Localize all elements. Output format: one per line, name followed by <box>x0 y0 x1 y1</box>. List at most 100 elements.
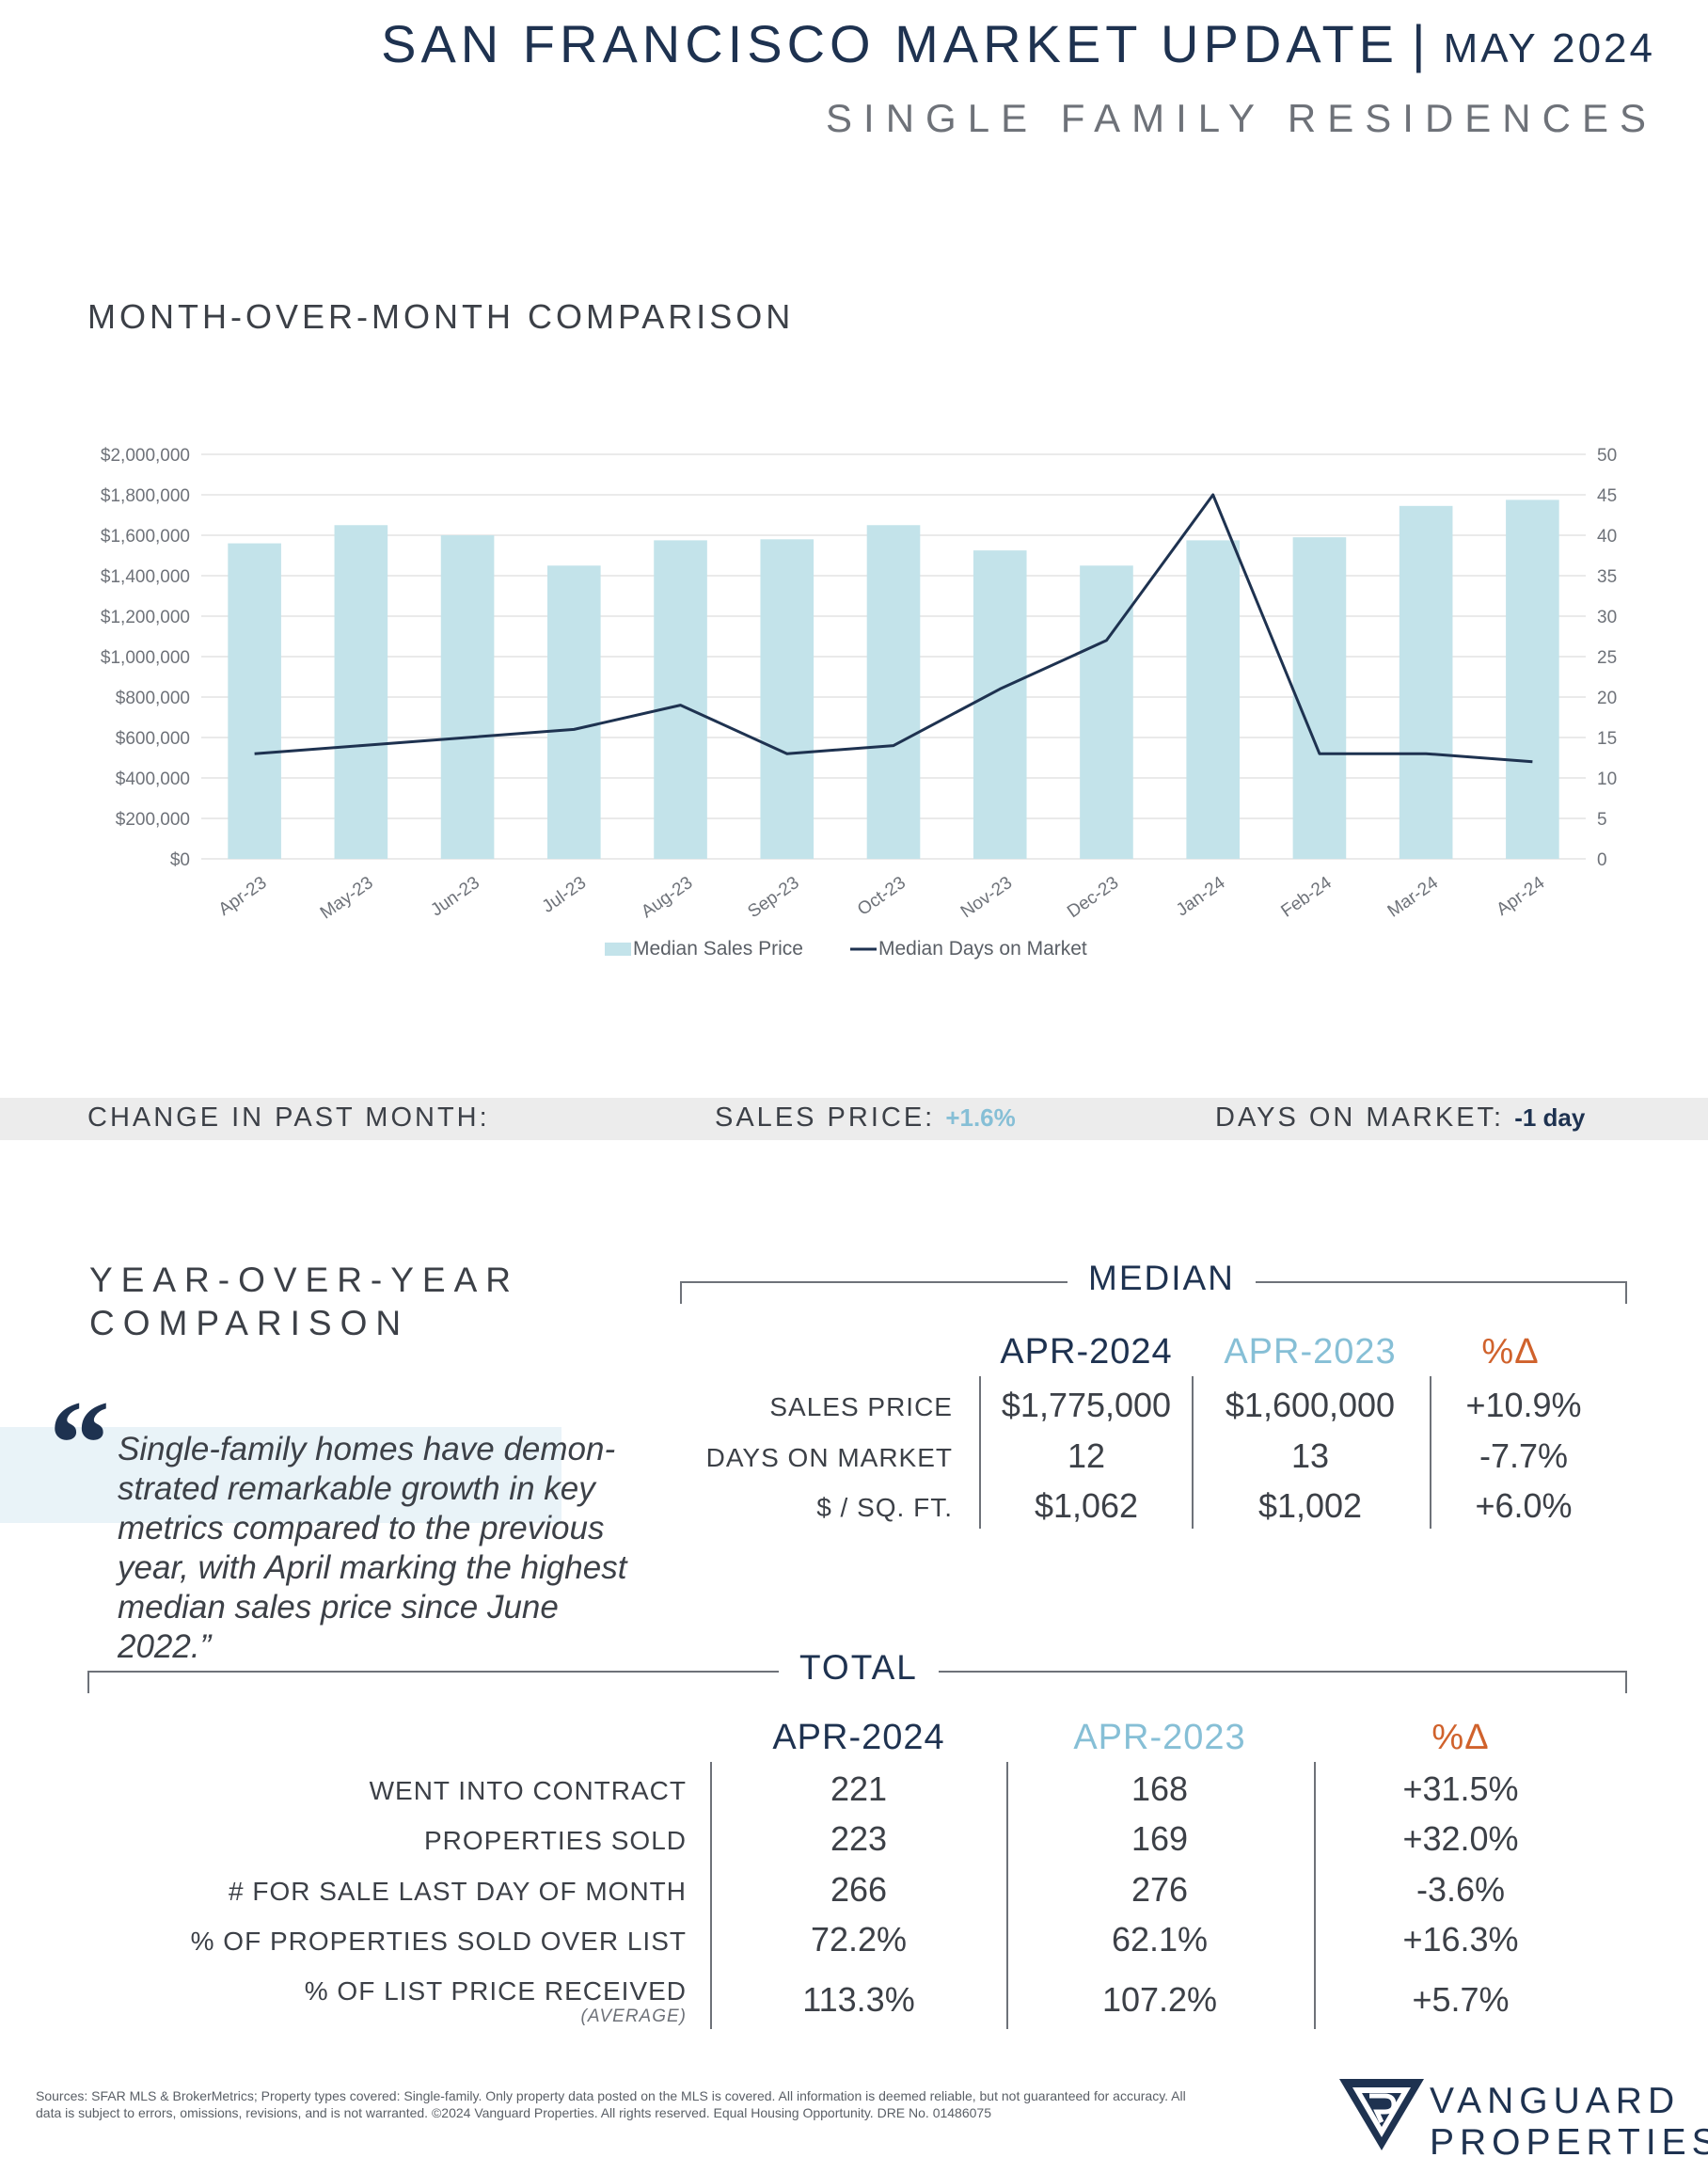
y-left-tick-label: $400,000 <box>116 769 190 789</box>
total-cell: 113.3% <box>802 1980 915 2019</box>
median-cell: $1,600,000 <box>1225 1386 1396 1424</box>
y-left-tick-label: $800,000 <box>116 689 190 708</box>
y-left-tick-label: $200,000 <box>116 810 190 830</box>
mom-heading: MONTH-OVER-MONTH COMPARISON <box>87 297 795 336</box>
median-divider-1 <box>979 1376 981 1529</box>
bar-median-sales-price <box>760 539 814 859</box>
y-right-tick-label: 40 <box>1597 527 1617 547</box>
median-cell: +10.9% <box>1465 1386 1582 1424</box>
total-cell: 107.2% <box>1101 1980 1218 2019</box>
y-right-tick-label: 10 <box>1597 769 1617 789</box>
y-left-tick-label: $600,000 <box>116 729 190 749</box>
total-divider-2 <box>1006 1762 1008 2029</box>
line-median-days-on-market <box>254 493 1533 764</box>
y-right-tick-label: 50 <box>1597 446 1617 466</box>
median-row-label: SALES PRICE <box>769 1392 953 1421</box>
change-in-past-month-bar: CHANGE IN PAST MONTH: SALES PRICE: +1.6%… <box>0 1098 1708 1140</box>
legend-label: Median Sales Price <box>633 938 803 960</box>
median-cell: 12 <box>1067 1436 1106 1475</box>
x-tick-label: Sep-23 <box>744 873 802 922</box>
median-cell: 13 <box>1290 1436 1330 1475</box>
median-divider-2 <box>1192 1376 1194 1529</box>
median-cell: +6.0% <box>1475 1486 1573 1525</box>
total-row-sublabel: (AVERAGE) <box>580 2006 687 2026</box>
change-sales: SALES PRICE: +1.6% <box>715 1102 1016 1134</box>
x-tick-label: Aug-23 <box>638 873 696 922</box>
median-cell: -7.7% <box>1479 1436 1569 1475</box>
bar-median-sales-price <box>1292 537 1347 859</box>
bar-median-sales-price <box>1186 540 1240 859</box>
y-right-tick-label: 15 <box>1597 729 1617 749</box>
total-cell: +31.5% <box>1402 1769 1519 1808</box>
bar-median-sales-price <box>1506 500 1559 859</box>
x-tick-label: Feb-24 <box>1277 873 1336 922</box>
y-right-tick-label: 35 <box>1597 567 1617 587</box>
median-col-2023: APR-2023 <box>1224 1332 1397 1372</box>
median-cell: $1,775,000 <box>1001 1386 1172 1424</box>
y-right-tick-label: 30 <box>1597 608 1617 627</box>
page-subtitle: SINGLE FAMILY RESIDENCES <box>826 96 1657 140</box>
y-left-tick-label: $1,800,000 <box>101 486 190 506</box>
median-col-change: %Δ <box>1481 1332 1540 1372</box>
total-row-label: # FOR SALE LAST DAY OF MONTH <box>229 1877 687 1906</box>
total-divider-3 <box>1314 1762 1316 2029</box>
x-tick-label: Apr-24 <box>1493 873 1548 920</box>
logo-text: VANGUARD PROPERTIES <box>1430 2081 1708 2164</box>
median-title: MEDIAN <box>1068 1259 1256 1298</box>
total-cell: +5.7% <box>1412 1980 1510 2019</box>
change-dom: DAYS ON MARKET: -1 day <box>1215 1102 1585 1134</box>
total-cell: 221 <box>830 1769 888 1808</box>
quote-mark-icon: “ <box>49 1376 110 1512</box>
total-cell: 266 <box>830 1870 888 1909</box>
y-right-tick-label: 0 <box>1597 850 1607 870</box>
y-right-tick-label: 5 <box>1597 810 1607 830</box>
x-tick-label: Jun-23 <box>427 873 483 921</box>
x-tick-label: Jul-23 <box>539 873 590 917</box>
total-cell: +32.0% <box>1402 1819 1519 1858</box>
quote-background <box>0 1427 561 1523</box>
yoy-heading-line2: COMPARISON <box>89 1304 410 1342</box>
total-row-label: WENT INTO CONTRACT <box>369 1776 687 1805</box>
x-tick-label: May-23 <box>317 873 377 924</box>
total-title: TOTAL <box>779 1648 939 1688</box>
x-tick-label: Mar-24 <box>1384 873 1443 922</box>
total-cell: +16.3% <box>1402 1920 1519 1959</box>
total-cell: 276 <box>1131 1870 1189 1909</box>
y-right-tick-label: 25 <box>1597 648 1617 668</box>
change-label: CHANGE IN PAST MONTH: <box>87 1102 490 1133</box>
y-left-tick-label: $1,600,000 <box>101 527 190 547</box>
bar-median-sales-price <box>866 525 921 859</box>
y-left-tick-label: $1,000,000 <box>101 648 190 668</box>
bar-median-sales-price <box>1080 565 1133 859</box>
y-left-tick-label: $0 <box>170 850 190 870</box>
bar-median-sales-price <box>973 550 1027 859</box>
median-cell: $1,002 <box>1257 1486 1363 1525</box>
title-separator: | <box>1412 14 1431 73</box>
y-left-tick-label: $1,200,000 <box>101 608 190 627</box>
bar-median-sales-price <box>440 535 495 859</box>
total-col-change: %Δ <box>1431 1718 1490 1757</box>
total-cell: 223 <box>830 1819 888 1858</box>
y-left-tick-label: $2,000,000 <box>101 446 190 466</box>
logo-line1: VANGUARD <box>1430 2081 1681 2121</box>
total-row-label: % OF PROPERTIES SOLD OVER LIST <box>190 1927 687 1956</box>
total-cell: 62.1% <box>1111 1920 1209 1959</box>
total-row-label: % OF LIST PRICE RECEIVED <box>304 1976 687 2006</box>
total-cell: 72.2% <box>810 1920 908 1959</box>
y-right-tick-label: 45 <box>1597 486 1617 506</box>
bar-median-sales-price <box>654 540 707 859</box>
total-cell: 169 <box>1131 1819 1189 1858</box>
bar-median-sales-price <box>1399 505 1453 859</box>
legend-label: Median Days on Market <box>878 938 1087 960</box>
logo-line2: PROPERTIES <box>1430 2122 1708 2163</box>
bar-median-sales-price <box>228 543 281 859</box>
mom-chart: $0 0 $200,000 5 $400,000 10 $600,000 15 $800,000… <box>101 446 1617 960</box>
x-tick-label: Oct-23 <box>854 873 909 920</box>
yoy-heading-line1: YEAR-OVER-YEAR <box>89 1261 520 1299</box>
x-tick-label: Dec-23 <box>1064 873 1122 922</box>
footer-disclaimer: Sources: SFAR MLS & BrokerMetrics; Prope… <box>36 2088 1186 2120</box>
bar-median-sales-price <box>547 565 601 859</box>
change-dom-label: DAYS ON MARKET: <box>1215 1102 1505 1133</box>
change-sales-value: +1.6% <box>945 1103 1016 1132</box>
legend-swatch-bar <box>605 943 631 956</box>
